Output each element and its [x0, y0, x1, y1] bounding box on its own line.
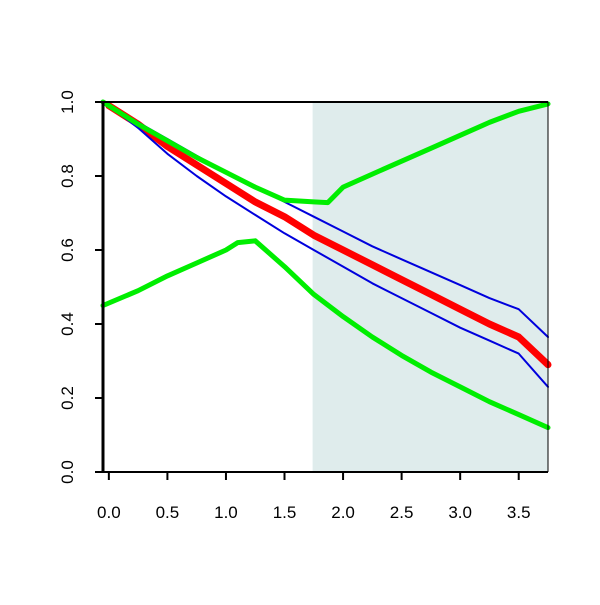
shaded-region — [312, 102, 548, 472]
y-tick-label: 0.6 — [58, 238, 77, 262]
series-line-1 — [105, 102, 552, 369]
x-tick-label: 0.5 — [156, 503, 180, 522]
y-tick-label: 0.8 — [58, 164, 77, 188]
x-tick-label: 0.0 — [97, 503, 121, 522]
y-axis: 0.0 0.2 0.4 0.6 0.8 1.0 — [58, 90, 105, 484]
y-tick-label: 0.4 — [58, 312, 77, 336]
series-line-3 — [107, 104, 549, 388]
x-tick-label: 3.5 — [507, 503, 531, 522]
x-tick-label: 1.5 — [273, 503, 297, 522]
plot-area — [312, 102, 548, 472]
x-tick-label: 1.0 — [214, 503, 238, 522]
x-axis: 0.0 0.5 1.0 1.5 2.0 2.5 3.0 3.5 — [97, 101, 549, 522]
y-tick-label: 0.0 — [58, 460, 77, 484]
series-layer — [100, 99, 552, 431]
x-tick-label: 2.0 — [331, 503, 355, 522]
series-line-5 — [100, 238, 551, 431]
x-tick-label: 2.5 — [390, 503, 414, 522]
y-tick-label: 1.0 — [58, 90, 77, 114]
x-tick-label: 3.0 — [448, 503, 472, 522]
series-line-4 — [100, 99, 551, 206]
y-tick-label: 0.2 — [58, 386, 77, 410]
